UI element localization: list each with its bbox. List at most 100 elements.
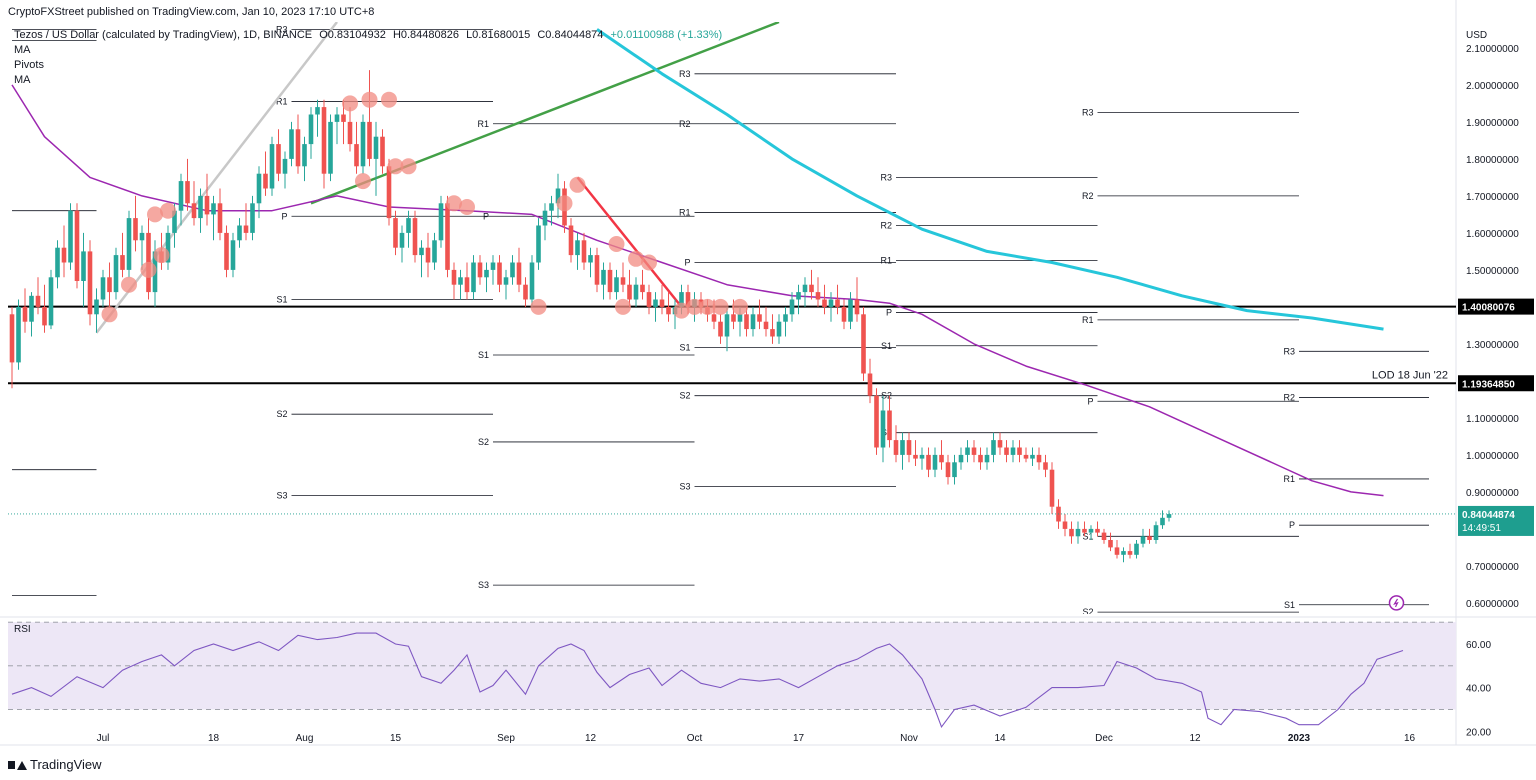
candle	[900, 440, 905, 455]
candle	[503, 277, 509, 285]
candle	[932, 454, 938, 470]
candle	[406, 218, 411, 233]
candle	[984, 454, 990, 463]
candle	[841, 306, 847, 322]
candle	[289, 129, 294, 159]
candle	[731, 314, 736, 322]
candle	[789, 299, 795, 315]
candle	[529, 262, 535, 300]
candle	[1023, 454, 1029, 459]
x-tick-label: Aug	[296, 733, 314, 744]
candle	[523, 284, 528, 300]
candle	[471, 262, 476, 293]
candle	[906, 440, 912, 455]
pattern-marker	[712, 298, 729, 315]
candle	[568, 225, 574, 256]
candle	[718, 321, 723, 337]
x-tick-label: 16	[1404, 733, 1416, 744]
candle	[594, 255, 600, 285]
candle	[646, 292, 652, 307]
tradingview-footer[interactable]: TradingView	[8, 757, 102, 772]
candle	[880, 410, 886, 448]
pivot-label: S2	[1082, 607, 1093, 617]
candle	[653, 299, 658, 307]
candle	[997, 440, 1003, 448]
pattern-marker	[530, 298, 547, 315]
candle	[230, 240, 236, 270]
pattern-marker	[121, 276, 137, 293]
y-tick-label: 1.70000000	[1466, 192, 1519, 203]
candle	[282, 158, 288, 174]
candle	[243, 225, 249, 233]
candle	[432, 240, 437, 263]
high-value: H0.84480826	[392, 29, 459, 41]
indicator-ma-2[interactable]: MA	[14, 74, 31, 86]
candle	[1088, 528, 1094, 533]
candle	[464, 277, 470, 293]
pattern-marker	[160, 202, 176, 219]
candle	[386, 166, 392, 219]
candle	[178, 181, 184, 211]
trend-line	[95, 22, 338, 334]
tradingview-logo-icon	[8, 759, 27, 771]
pivot-label: S1	[1284, 600, 1295, 610]
level-annotation: LOD 18 Jun '22	[1372, 369, 1448, 381]
low-value: L0.81680015	[466, 29, 531, 41]
candle	[620, 277, 626, 285]
candle	[302, 144, 307, 167]
candle	[607, 269, 613, 293]
pivot-label: P	[2, 206, 8, 216]
candle	[81, 251, 86, 281]
last-price-badge	[1458, 505, 1534, 536]
y-tick-label: 1.90000000	[1466, 118, 1519, 129]
pivot-label: R1	[1283, 474, 1295, 484]
pattern-marker	[556, 195, 573, 212]
candle	[1010, 447, 1016, 455]
candle	[549, 203, 554, 211]
level-price-badge	[1458, 298, 1534, 315]
indicator-pivots[interactable]: Pivots	[14, 59, 44, 71]
candle	[1160, 517, 1165, 526]
pivot-label: R1	[276, 97, 288, 107]
pivot-label: R3	[880, 172, 892, 182]
candle	[22, 306, 28, 322]
candle	[971, 447, 977, 455]
pivot-label: S2	[276, 409, 287, 419]
candle	[685, 292, 691, 307]
candle	[776, 321, 782, 337]
open-value: O0.83104932	[319, 29, 386, 41]
y-tick-label: 2.00000000	[1466, 81, 1519, 92]
candle	[802, 284, 808, 293]
candle	[321, 107, 327, 174]
indicator-ma-1[interactable]: MA	[14, 44, 31, 56]
candle	[256, 173, 262, 204]
rsi-tick-label: 20.00	[1466, 727, 1491, 738]
pivot-label: S3	[478, 580, 489, 590]
candle	[308, 114, 314, 145]
candle	[198, 195, 203, 219]
candle	[497, 262, 502, 285]
candle	[711, 314, 717, 322]
x-tick-label: 18	[208, 733, 220, 744]
candle	[334, 114, 340, 122]
candle	[1134, 543, 1139, 555]
pivot-label: S3	[276, 491, 287, 501]
candle	[217, 203, 223, 233]
candle	[633, 284, 639, 300]
pivot-label: S2	[0, 591, 8, 601]
pivot-label: S2	[679, 391, 690, 401]
candle	[1095, 528, 1100, 533]
candle	[35, 295, 41, 307]
pattern-marker	[355, 173, 371, 190]
candle	[224, 232, 229, 270]
pattern-marker	[147, 206, 163, 223]
candle	[542, 210, 548, 226]
candle	[438, 203, 444, 241]
candle	[354, 144, 359, 167]
level-price-label: 1.19364850	[1462, 379, 1515, 390]
pattern-marker	[732, 298, 748, 315]
candle	[380, 136, 385, 167]
bar-countdown-label: 14:49:51	[1462, 523, 1501, 534]
pivot-label: R1	[880, 256, 892, 266]
candle	[263, 173, 268, 189]
